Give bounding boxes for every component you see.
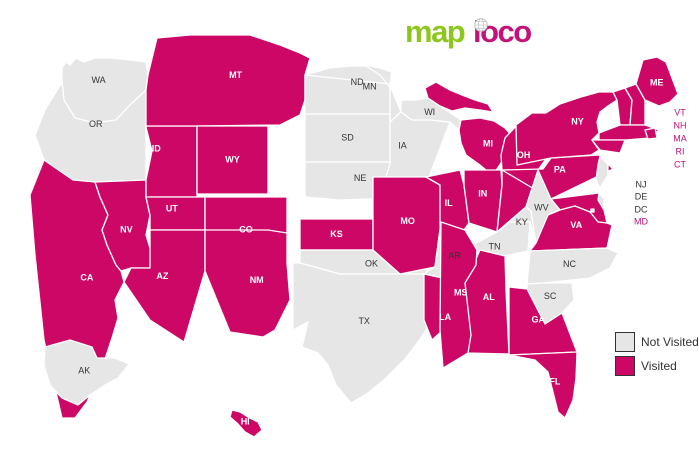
svg-text:NH: NH xyxy=(674,120,687,130)
svg-text:NJ: NJ xyxy=(636,179,647,189)
svg-text:DE: DE xyxy=(635,191,648,201)
svg-text:CT: CT xyxy=(674,159,686,169)
svg-text:MD: MD xyxy=(634,216,648,226)
svg-text:VT: VT xyxy=(674,107,686,117)
svg-text:RI: RI xyxy=(676,146,685,156)
svg-text:MA: MA xyxy=(673,133,687,143)
svg-text:DC: DC xyxy=(635,204,648,214)
